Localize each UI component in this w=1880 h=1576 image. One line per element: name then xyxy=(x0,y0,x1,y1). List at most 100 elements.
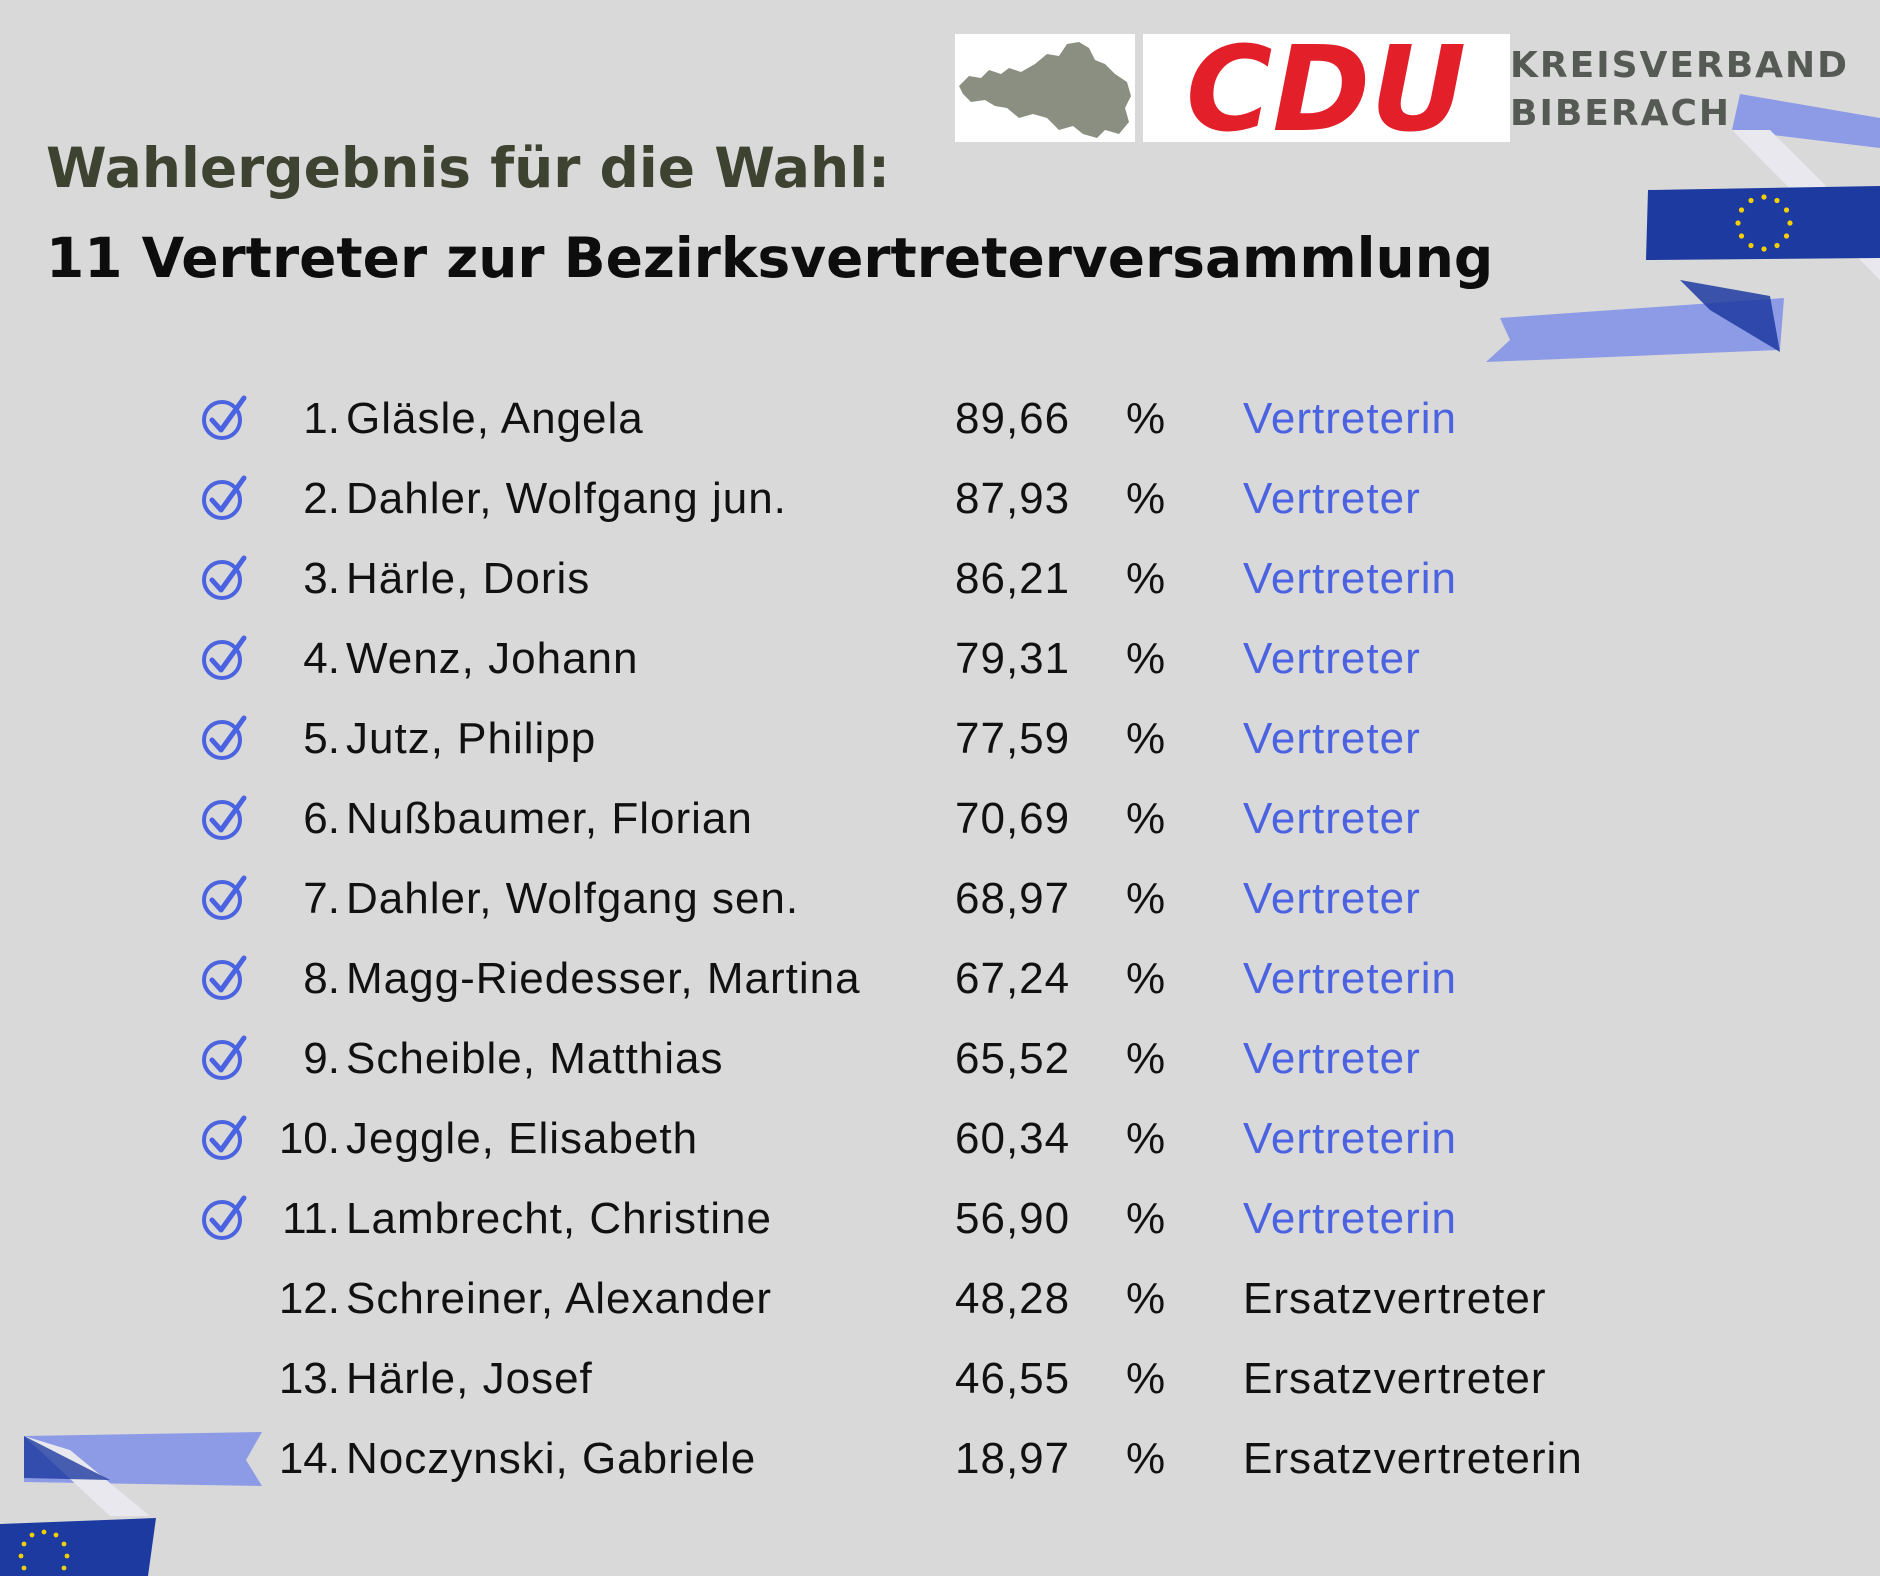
percent-sign: % xyxy=(1126,554,1166,603)
vote-percentage: 46,55 xyxy=(955,1354,1071,1403)
result-row: 8. Magg-Riedesser, Martina 67,24 % Vertr… xyxy=(0,950,1880,1030)
checkmark-icon xyxy=(202,715,247,760)
eu-stars-icon xyxy=(18,1529,70,1571)
candidate-role: Vertreter xyxy=(1243,1034,1421,1083)
percent-sign: % xyxy=(1126,1434,1166,1483)
vote-percentage: 68,97 xyxy=(955,874,1071,923)
result-rank: 5. xyxy=(303,714,340,763)
cdu-logo-text: CDU xyxy=(1186,20,1466,158)
vote-percentage: 48,28 xyxy=(955,1274,1071,1323)
candidate-role: Vertreterin xyxy=(1243,1194,1457,1243)
result-rank: 9. xyxy=(303,1034,340,1083)
organization-name: KREISVERBAND BIBERACH xyxy=(1510,42,1849,138)
result-row: 6. Nußbaumer, Florian 70,69 % Vertreter xyxy=(0,790,1880,870)
eu-ribbon-bottom-left xyxy=(0,1432,262,1576)
candidate-role: Vertreter xyxy=(1243,634,1421,683)
vote-percentage: 70,69 xyxy=(955,794,1071,843)
vote-percentage: 65,52 xyxy=(955,1034,1071,1083)
percent-sign: % xyxy=(1126,874,1166,923)
eu-ribbon-top-right xyxy=(1486,94,1880,362)
percent-sign: % xyxy=(1126,474,1166,523)
result-row: 1. Gläsle, Angela 89,66 % Vertreterin xyxy=(0,390,1880,470)
checkmark-icon xyxy=(202,635,247,680)
candidate-role: Vertreter xyxy=(1243,714,1421,763)
checkmark-icon xyxy=(202,395,247,440)
result-row: 10. Jeggle, Elisabeth 60,34 % Vertreteri… xyxy=(0,1110,1880,1190)
checkmark-icon xyxy=(202,955,247,1000)
checkmark-icon xyxy=(202,1115,247,1160)
result-row: 14. Noczynski, Gabriele 18,97 % Ersatzve… xyxy=(0,1430,1880,1510)
candidate-role: Ersatzvertreterin xyxy=(1243,1434,1583,1483)
candidate-role: Vertreterin xyxy=(1243,394,1457,443)
percent-sign: % xyxy=(1126,1274,1166,1323)
result-row: 7. Dahler, Wolfgang sen. 68,97 % Vertret… xyxy=(0,870,1880,950)
vote-percentage: 89,66 xyxy=(955,394,1071,443)
vote-percentage: 18,97 xyxy=(955,1434,1071,1483)
candidate-name: Härle, Doris xyxy=(346,554,591,603)
result-rank: 10. xyxy=(278,1114,340,1163)
result-rank: 7. xyxy=(303,874,340,923)
vote-percentage: 77,59 xyxy=(955,714,1071,763)
result-rank: 3. xyxy=(303,554,340,603)
percent-sign: % xyxy=(1126,394,1166,443)
vote-percentage: 56,90 xyxy=(955,1194,1071,1243)
result-rank: 4. xyxy=(303,634,340,683)
percent-sign: % xyxy=(1126,1194,1166,1243)
organization-line1: KREISVERBAND xyxy=(1510,45,1850,86)
percent-sign: % xyxy=(1126,634,1166,683)
result-rank: 14. xyxy=(278,1434,340,1483)
result-rank: 6. xyxy=(303,794,340,843)
result-row: 13. Härle, Josef 46,55 % Ersatzvertreter xyxy=(0,1350,1880,1430)
candidate-name: Dahler, Wolfgang jun. xyxy=(346,474,787,523)
result-rank: 2. xyxy=(303,474,340,523)
candidate-name: Dahler, Wolfgang sen. xyxy=(346,874,800,923)
checkmark-icon xyxy=(202,1035,247,1080)
candidate-name: Nußbaumer, Florian xyxy=(346,794,753,843)
candidate-name: Noczynski, Gabriele xyxy=(346,1434,757,1483)
result-rank: 13. xyxy=(278,1354,340,1403)
result-row: 11. Lambrecht, Christine 56,90 % Vertret… xyxy=(0,1190,1880,1270)
cdu-logo: CDU xyxy=(1143,20,1510,158)
result-rank: 8. xyxy=(303,954,340,1003)
vote-percentage: 79,31 xyxy=(955,634,1071,683)
candidate-role: Vertreter xyxy=(1243,474,1421,523)
vote-percentage: 86,21 xyxy=(955,554,1071,603)
page-subtitle: 11 Vertreter zur Bezirksvertreterversamm… xyxy=(46,226,1494,290)
checkmark-icon xyxy=(202,795,247,840)
candidate-role: Vertreterin xyxy=(1243,554,1457,603)
result-row: 5. Jutz, Philipp 77,59 % Vertreter xyxy=(0,710,1880,790)
candidate-name: Gläsle, Angela xyxy=(346,394,644,443)
result-row: 12. Schreiner, Alexander 48,28 % Ersatzv… xyxy=(0,1270,1880,1350)
checkmark-icon xyxy=(202,555,247,600)
eu-stars-icon xyxy=(1735,194,1793,252)
checkmark-icon xyxy=(202,1195,247,1240)
candidate-name: Härle, Josef xyxy=(346,1354,593,1403)
vote-percentage: 67,24 xyxy=(955,954,1071,1003)
percent-sign: % xyxy=(1126,1114,1166,1163)
percent-sign: % xyxy=(1126,714,1166,763)
district-map-logo xyxy=(955,34,1135,142)
result-row: 4. Wenz, Johann 79,31 % Vertreter xyxy=(0,630,1880,710)
result-row: 2. Dahler, Wolfgang jun. 87,93 % Vertret… xyxy=(0,470,1880,550)
vote-percentage: 60,34 xyxy=(955,1114,1071,1163)
page-title: Wahlergebnis für die Wahl: xyxy=(46,136,891,200)
percent-sign: % xyxy=(1126,954,1166,1003)
candidate-role: Ersatzvertreter xyxy=(1243,1274,1547,1323)
cdu-logo-label: CDU xyxy=(1186,34,1466,142)
result-row: 9. Scheible, Matthias 65,52 % Vertreter xyxy=(0,1030,1880,1110)
percent-sign: % xyxy=(1126,794,1166,843)
candidate-role: Vertreter xyxy=(1243,874,1421,923)
candidate-role: Vertreterin xyxy=(1243,1114,1457,1163)
candidate-role: Vertreter xyxy=(1243,794,1421,843)
checkmark-icon xyxy=(202,875,247,920)
candidate-name: Jutz, Philipp xyxy=(346,714,597,763)
result-rank: 12. xyxy=(278,1274,340,1323)
vote-percentage: 87,93 xyxy=(955,474,1071,523)
percent-sign: % xyxy=(1126,1034,1166,1083)
candidate-role: Ersatzvertreter xyxy=(1243,1354,1547,1403)
district-map-icon xyxy=(959,42,1131,138)
candidate-role: Vertreterin xyxy=(1243,954,1457,1003)
percent-sign: % xyxy=(1126,1354,1166,1403)
result-rank: 11. xyxy=(282,1194,340,1243)
candidate-name: Scheible, Matthias xyxy=(346,1034,724,1083)
